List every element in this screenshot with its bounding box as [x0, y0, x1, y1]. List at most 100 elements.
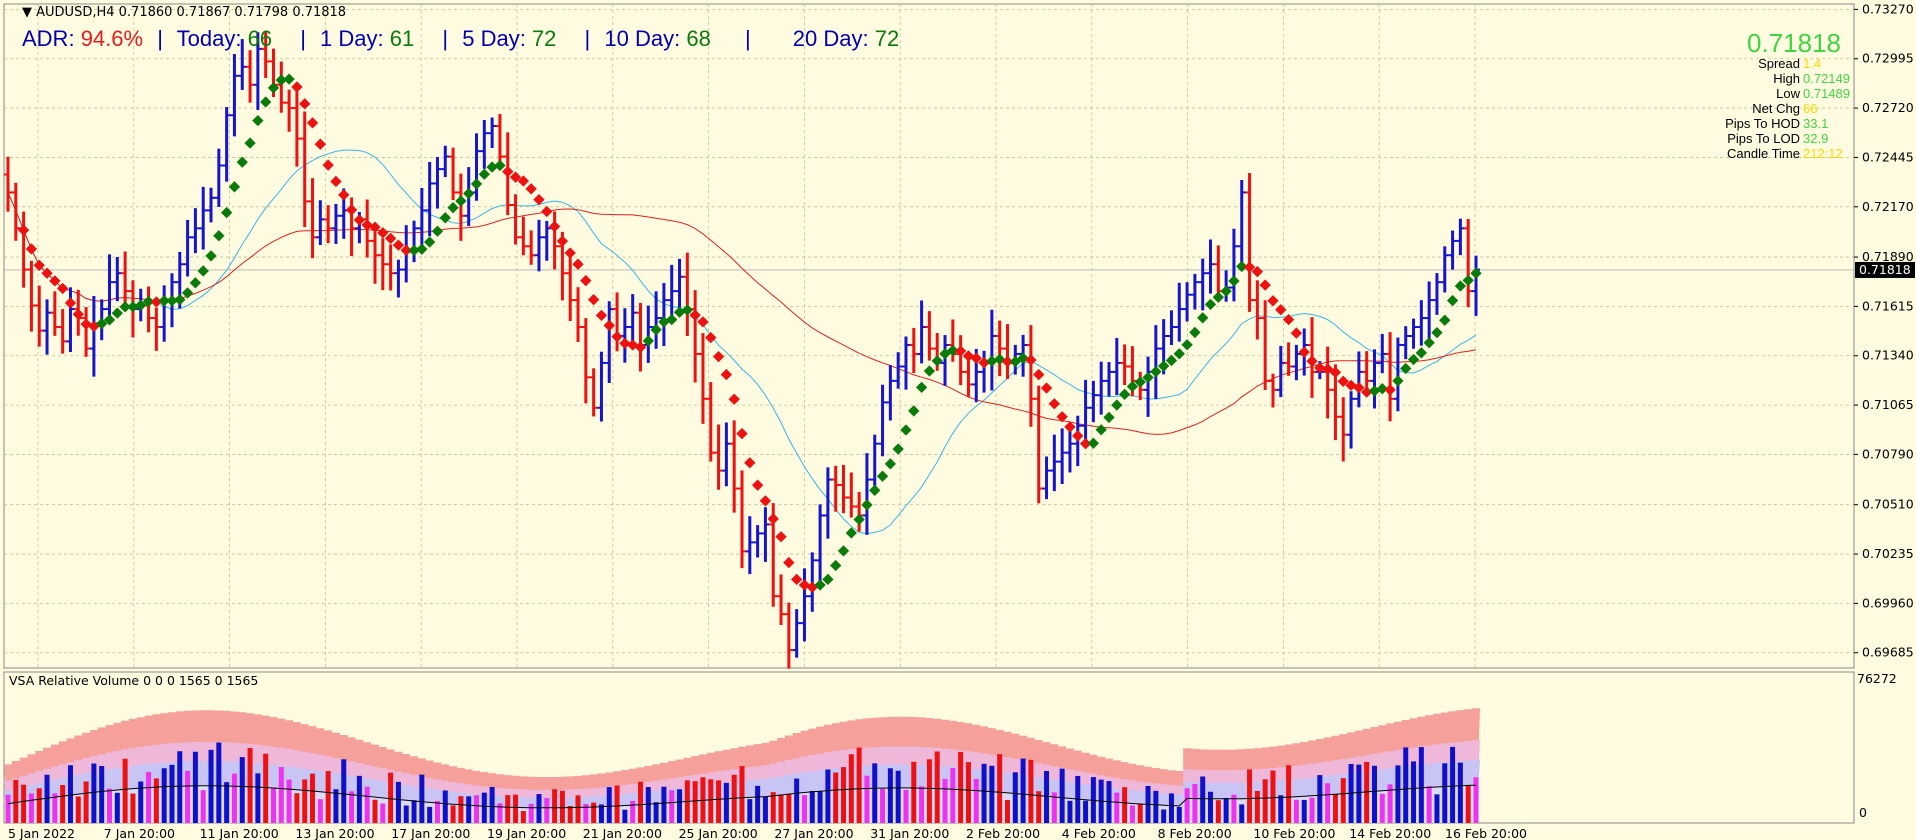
price-info-panel: 0.71818 Spread 1.4 High 0.72149 Low 0.71489 Ne…: [1621, 30, 1850, 161]
ohlc-bar: [488, 117, 497, 149]
trend-dot-up: [1470, 267, 1482, 279]
day10-label: 10 Day:: [604, 26, 681, 51]
ohlc-bar: [636, 302, 645, 372]
day1-label: 1 Day:: [320, 26, 384, 51]
volume-bar: [1059, 768, 1065, 823]
y-tick-label: 0.72170: [1862, 199, 1914, 214]
volume-bar: [239, 757, 245, 823]
trend-dot-down: [49, 275, 61, 287]
ohlc-bar: [472, 133, 481, 201]
volume-bar: [692, 781, 698, 823]
trend-dot-down: [1001, 355, 1014, 368]
x-tick-label: 27 Jan 20:00: [774, 826, 853, 840]
volume-bar: [1465, 785, 1471, 823]
ohlc-bar: [1292, 344, 1301, 381]
volume-bar: [708, 779, 714, 823]
current-price-tag: [1855, 261, 1915, 278]
ohlc-bar: [581, 318, 590, 404]
volume-bar: [1340, 778, 1346, 823]
volume-bar: [21, 784, 27, 823]
volume-bar: [99, 766, 105, 823]
volume-bar: [1403, 747, 1409, 823]
ohlc-bar: [816, 504, 825, 582]
volume-bar: [817, 791, 823, 823]
trend-dot-up: [1236, 260, 1248, 273]
ohlc-bar: [238, 39, 247, 90]
volume-bar: [466, 796, 472, 823]
ohlc-bar: [11, 182, 20, 241]
volume-bar: [981, 763, 987, 823]
volume-bar: [1450, 746, 1456, 823]
ohlc-bar: [956, 335, 965, 386]
ohlc-bar: [1284, 342, 1293, 376]
ohlc-bar: [941, 335, 950, 386]
adr-value: 94.6%: [80, 26, 144, 51]
ohlc-bar: [613, 292, 622, 352]
trend-dot-up: [845, 527, 857, 539]
volume-bar: [1239, 804, 1245, 823]
ohlc-bar: [230, 53, 239, 137]
trend-dot-up: [478, 168, 490, 180]
volume-zero-value: 0: [1859, 805, 1867, 820]
trend-dot-down: [338, 189, 350, 201]
volume-bar: [520, 810, 526, 823]
volume-bar: [192, 751, 198, 823]
ohlc-bar: [886, 365, 895, 421]
trend-dot-up: [1212, 291, 1224, 303]
volume-bar: [637, 781, 643, 823]
trend-dot-up: [869, 484, 881, 496]
trend-dot-down: [970, 352, 982, 364]
day5-value: 72: [531, 26, 557, 51]
trend-dot-down: [502, 165, 514, 178]
trend-dot-down: [377, 227, 389, 239]
volume-bar: [880, 788, 886, 823]
ohlc-bar: [644, 305, 653, 363]
ohlc-bar: [550, 211, 559, 270]
trend-dot-down: [791, 573, 803, 586]
volume-bar: [28, 793, 34, 823]
ohlc-bar: [909, 327, 918, 374]
ohlc-bar: [1229, 228, 1238, 302]
volume-bar: [1044, 770, 1050, 823]
volume-bar: [1231, 794, 1237, 823]
trend-dot-down: [1329, 366, 1342, 378]
trend-dot-up: [220, 206, 233, 219]
trend-dot-up: [424, 236, 436, 248]
volume-bar: [270, 787, 276, 823]
trend-dot-down: [1072, 430, 1084, 442]
x-tick-label: 11 Jan 20:00: [200, 826, 279, 840]
ohlc-bar: [738, 470, 746, 569]
y-tick-label: 0.71615: [1862, 298, 1914, 313]
ohlc-bar: [1089, 380, 1098, 423]
volume-bar: [614, 785, 620, 823]
trend-dot-down: [400, 244, 412, 256]
volume-bar: [450, 805, 456, 823]
trend-dot-down: [697, 316, 709, 328]
info-row: Net Chg 66: [1621, 101, 1841, 116]
adr-indicator: ADR: 94.6% | Today: 66 | 1 Day: 61 | 5 D…: [22, 26, 899, 52]
volume-bar: [427, 806, 433, 823]
volume-bar: [364, 786, 370, 823]
volume-bar: [731, 774, 737, 823]
trend-dot-down: [1251, 265, 1264, 278]
ohlc-bar: [1058, 428, 1067, 485]
ohlc-bar: [1175, 282, 1184, 342]
trend-dot-down: [1282, 313, 1295, 326]
volume-bar: [153, 778, 159, 823]
ohlc-bar: [1081, 379, 1090, 447]
ohlc-bar: [35, 285, 44, 347]
volume-bar: [216, 742, 222, 823]
trend-dot-down: [150, 296, 163, 308]
info-row-value: 0.71489: [1803, 86, 1850, 101]
ohlc-bar: [1268, 373, 1277, 408]
info-row-label: High: [1773, 71, 1800, 86]
volume-bar: [786, 793, 792, 823]
trend-dot-down: [978, 357, 990, 369]
trend-dot-down: [759, 495, 772, 507]
volume-bar: [762, 797, 768, 823]
ohlc-bar: [394, 259, 403, 298]
ohlc-bar: [199, 186, 208, 250]
trend-dot-down: [541, 205, 553, 218]
trend-dot-up: [892, 443, 904, 455]
